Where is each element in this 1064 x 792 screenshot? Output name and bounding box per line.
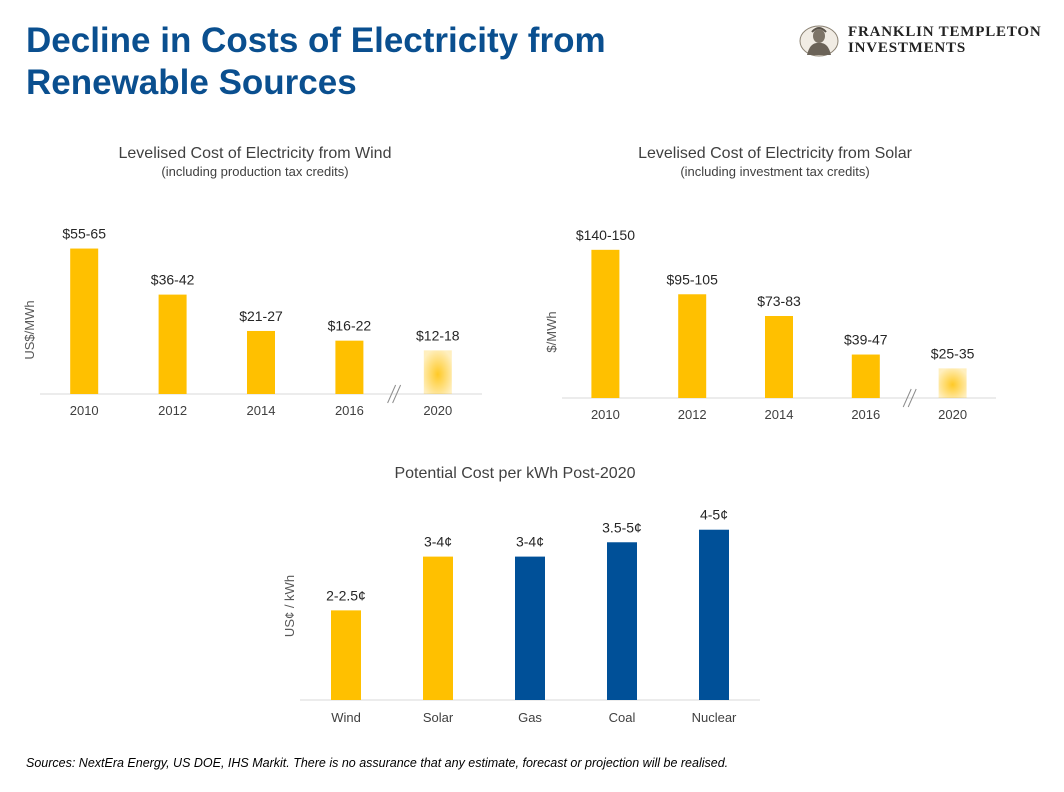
x-tick-label-2014: 2014 xyxy=(765,407,794,422)
bar-2010 xyxy=(591,249,620,398)
axis-break-stroke-1 xyxy=(902,388,912,408)
bar-2016 xyxy=(335,340,364,394)
axis-break-stroke-1 xyxy=(387,384,397,404)
bar-2016 xyxy=(851,354,880,398)
axis-break-marker xyxy=(902,388,917,408)
data-label-gas: 3-4¢ xyxy=(516,534,544,550)
data-label-2016: $39-47 xyxy=(844,332,888,348)
sources-footnote: Sources: NextEra Energy, US DOE, IHS Mar… xyxy=(26,756,729,770)
data-label-2012: $95-105 xyxy=(667,271,719,287)
x-tick-label-2020: 2020 xyxy=(423,403,452,418)
bar-coal xyxy=(607,542,637,700)
bar-2014 xyxy=(247,330,275,394)
bar-2012 xyxy=(158,294,187,394)
page-title-line-2: Renewable Sources xyxy=(26,63,357,102)
data-label-2014: $21-27 xyxy=(239,308,283,324)
x-tick-label-2014: 2014 xyxy=(247,403,276,418)
x-tick-label-2010: 2010 xyxy=(591,407,620,422)
chart-title: Levelised Cost of Electricity from Wind xyxy=(119,145,392,162)
chart-subtitle: (including production tax credits) xyxy=(161,164,348,179)
y-axis-label: $/MWh xyxy=(544,311,559,352)
bar-2010 xyxy=(70,248,99,394)
data-label-solar: 3-4¢ xyxy=(424,534,452,550)
x-tick-label-2010: 2010 xyxy=(70,403,99,418)
data-label-2010: $55-65 xyxy=(62,226,106,242)
wind-cost-chart-svg: Levelised Cost of Electricity from Wind (… xyxy=(22,145,482,418)
data-label-2014: $73-83 xyxy=(757,293,801,309)
page-title: Decline in Costs of Electricity from Ren… xyxy=(26,20,746,104)
x-tick-label-coal: Coal xyxy=(609,710,636,725)
logo-wordmark: FRANKLIN TEMPLETON INVESTMENTS xyxy=(848,24,1041,56)
wind-cost-chart: Levelised Cost of Electricity from Wind (… xyxy=(0,130,520,430)
franklin-templeton-logo: FRANKLIN TEMPLETON INVESTMENTS xyxy=(798,22,1048,62)
page-title-line-1: Decline in Costs of Electricity from xyxy=(26,21,606,60)
axis-break-stroke-2 xyxy=(392,384,402,404)
chart-title: Potential Cost per kWh Post-2020 xyxy=(394,465,635,482)
data-label-2012: $36-42 xyxy=(151,272,195,288)
logo-line-1: FRANKLIN TEMPLETON xyxy=(848,24,1042,40)
x-tick-label-2020: 2020 xyxy=(938,407,967,422)
data-label-2020: $12-18 xyxy=(416,327,460,343)
solar-cost-chart-svg: Levelised Cost of Electricity from Solar… xyxy=(544,145,996,422)
bar-2012 xyxy=(678,294,707,398)
x-tick-label-solar: Solar xyxy=(423,710,454,725)
axis-break-marker xyxy=(387,384,402,404)
post-2020-cost-chart-svg: Potential Cost per kWh Post-2020 US¢ / kW… xyxy=(282,465,760,725)
bar-wind xyxy=(331,610,361,700)
data-label-nuclear: 4-5¢ xyxy=(700,507,728,523)
y-axis-label: US¢ / kWh xyxy=(282,575,297,637)
bar-solar xyxy=(423,556,453,700)
y-axis-label: US$/MWh xyxy=(22,300,37,359)
post-2020-cost-chart: Potential Cost per kWh Post-2020 US¢ / kW… xyxy=(260,450,780,740)
x-tick-label-2012: 2012 xyxy=(158,403,187,418)
x-tick-label-2012: 2012 xyxy=(678,407,707,422)
x-tick-label-2016: 2016 xyxy=(851,407,880,422)
data-label-2010: $140-150 xyxy=(576,227,635,243)
data-label-2016: $16-22 xyxy=(328,318,372,334)
bar-2020 xyxy=(938,368,967,398)
bar-gas xyxy=(515,556,545,700)
x-tick-label-nuclear: Nuclear xyxy=(692,710,737,725)
bar-2020 xyxy=(423,350,452,394)
chart-title: Levelised Cost of Electricity from Solar xyxy=(638,145,913,162)
x-tick-label-wind: Wind xyxy=(331,710,361,725)
bar-nuclear xyxy=(699,529,729,700)
data-label-coal: 3.5-5¢ xyxy=(602,519,642,535)
chart-subtitle: (including investment tax credits) xyxy=(680,164,869,179)
solar-cost-chart: Levelised Cost of Electricity from Solar… xyxy=(520,130,1040,430)
data-label-wind: 2-2.5¢ xyxy=(326,587,366,603)
x-tick-label-gas: Gas xyxy=(518,710,542,725)
data-label-2020: $25-35 xyxy=(931,345,975,361)
logo-line-2: INVESTMENTS xyxy=(848,40,966,56)
bar-2014 xyxy=(765,316,793,398)
x-tick-label-2016: 2016 xyxy=(335,403,364,418)
franklin-portrait-emblem xyxy=(799,25,839,57)
axis-break-stroke-2 xyxy=(907,388,917,408)
